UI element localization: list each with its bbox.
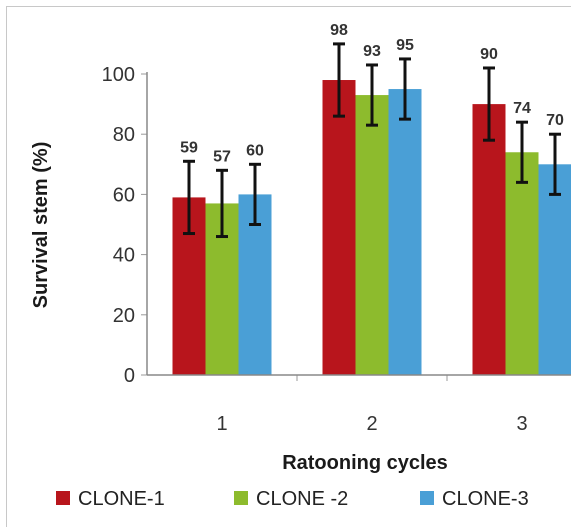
bar-clone-2-cat3 [506, 152, 539, 375]
y-tick-label: 0 [124, 365, 135, 387]
legend: CLONE-1 CLONE -2 CLONE-3 [56, 488, 529, 510]
bar-clone-1-cat3 [473, 104, 506, 375]
legend-label: CLONE-1 [78, 488, 165, 510]
y-tick-label: 80 [113, 124, 135, 146]
data-label: 59 [180, 139, 198, 156]
data-label: 90 [480, 46, 498, 63]
legend-swatch [420, 491, 434, 505]
x-tick-label: 1 [216, 413, 227, 435]
data-label: 74 [513, 100, 531, 117]
legend-label: CLONE -2 [256, 488, 348, 510]
y-axis-ticks: 0 20 40 60 80 100 [102, 64, 147, 387]
bar-clone-2-cat2 [356, 95, 389, 375]
y-tick-label: 40 [113, 245, 135, 267]
x-axis-ticks: 1 2 3 [216, 375, 527, 435]
bar-clone-3-cat3 [539, 164, 571, 375]
legend-label: CLONE-3 [442, 488, 529, 510]
bar-clone-3-cat2 [389, 89, 422, 375]
y-tick-label: 100 [102, 64, 135, 86]
y-tick-label: 20 [113, 305, 135, 327]
y-tick-label: 60 [113, 184, 135, 206]
y-axis-title: Survival stem (%) [30, 142, 52, 309]
x-tick-label: 2 [366, 413, 377, 435]
data-label: 70 [546, 112, 564, 129]
x-axis-title: Ratooning cycles [282, 452, 448, 474]
legend-swatch [234, 491, 248, 505]
bar-clone-1-cat2 [323, 80, 356, 375]
data-label: 93 [363, 43, 381, 60]
legend-swatch [56, 491, 70, 505]
data-label: 60 [246, 142, 264, 159]
data-label: 98 [330, 22, 348, 39]
data-label: 95 [396, 37, 414, 54]
data-label: 57 [213, 148, 231, 165]
x-tick-label: 3 [516, 413, 527, 435]
